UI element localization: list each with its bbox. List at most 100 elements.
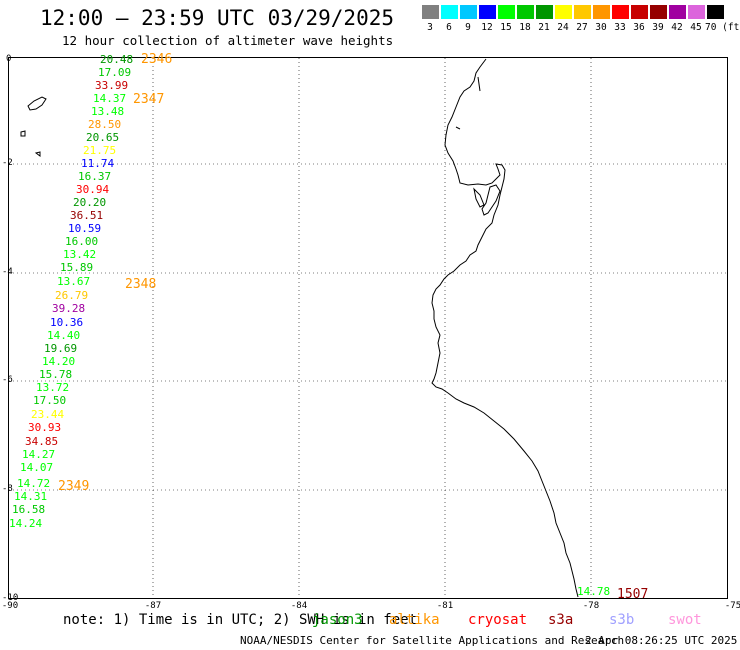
swh-observation: 14.31 <box>14 490 48 503</box>
swh-observation: 13.42 <box>63 248 97 261</box>
longitude-label: -84 <box>290 601 308 611</box>
color-swatch <box>650 5 667 19</box>
color-swatch <box>612 5 629 19</box>
latitude-label: -2 <box>2 158 13 168</box>
color-scale-label: 70 (ft) <box>704 22 740 33</box>
longitude-label: -75 <box>724 601 740 611</box>
color-swatch <box>479 5 496 19</box>
map-frame <box>8 57 728 599</box>
swh-observation: 14.78 <box>577 585 611 598</box>
generated-timestamp: 2 Apr 08:26:25 UTC 2025 <box>585 634 738 647</box>
color-scale-label: 45 <box>690 22 702 33</box>
swh-observation: 28.50 <box>88 118 122 131</box>
color-scale-label: 30 <box>595 22 607 33</box>
longitude-label: -78 <box>582 601 600 611</box>
swh-observation: 26.79 <box>55 289 89 302</box>
satellite-altika: altika <box>389 612 440 628</box>
map-plot <box>8 57 728 599</box>
swh-observation: 20.48 <box>100 53 134 66</box>
swh-observation: 15.78 <box>39 368 73 381</box>
color-scale-label: 33 <box>614 22 626 33</box>
page-title: 12:00 – 23:59 UTC 03/29/2025 <box>40 6 395 30</box>
swh-observation: 16.00 <box>65 235 99 248</box>
longitude-label: -81 <box>436 601 454 611</box>
satellite-jason3: jason3 <box>312 612 363 628</box>
longitude-label: -87 <box>144 601 162 611</box>
color-swatch <box>574 5 591 19</box>
color-scale-label: 27 <box>576 22 588 33</box>
latitude-label: 0 <box>6 54 12 64</box>
swh-observation: 13.48 <box>91 105 125 118</box>
swh-observation: 39.28 <box>52 302 86 315</box>
color-swatch <box>631 5 648 19</box>
swh-observation: 16.37 <box>78 170 112 183</box>
color-swatch <box>707 5 724 19</box>
color-swatch <box>498 5 515 19</box>
latitude-label: -4 <box>2 267 13 277</box>
swh-observation: 21.75 <box>83 144 117 157</box>
swh-observation: 10.36 <box>50 316 84 329</box>
color-scale-label: 15 <box>500 22 512 33</box>
color-scale-label: 36 <box>633 22 645 33</box>
latitude-label: -8 <box>2 484 13 494</box>
color-scale-label: 24 <box>557 22 569 33</box>
latitude-label: -10 <box>2 593 19 603</box>
swh-observation: 14.37 <box>93 92 127 105</box>
color-scale-label: 42 <box>671 22 683 33</box>
credit-text: NOAA/NESDIS Center for Satellite Applica… <box>240 634 625 647</box>
swh-observation: 13.67 <box>57 275 91 288</box>
swh-observation: 30.93 <box>28 421 62 434</box>
swh-observation: 14.24 <box>9 517 43 530</box>
color-swatch <box>555 5 572 19</box>
pass-number: 1507 <box>617 587 649 602</box>
river-mark <box>455 76 481 130</box>
island-outline <box>20 96 47 157</box>
footer-note: note: 1) Time is in UTC; 2) SWH is in fe… <box>63 612 418 628</box>
pass-number: 2348 <box>125 277 157 292</box>
swh-observation: 19.69 <box>44 342 78 355</box>
satellite-s3a: s3a <box>548 612 574 628</box>
swh-observation: 17.50 <box>33 394 67 407</box>
color-swatch <box>460 5 477 19</box>
longitude-label: -90 <box>1 601 19 611</box>
coastline <box>431 58 579 598</box>
swh-observation: 11.74 <box>81 157 115 170</box>
satellite-cryosat: cryosat <box>468 612 528 628</box>
swh-observation: 17.09 <box>98 66 132 79</box>
swh-observation: 14.27 <box>22 448 56 461</box>
color-swatch <box>688 5 705 19</box>
satellite-swot: swot <box>668 612 702 628</box>
color-scale-label: 18 <box>519 22 531 33</box>
swh-observation: 15.89 <box>60 261 94 274</box>
swh-observation: 14.72 <box>17 477 51 490</box>
pass-number: 2346 <box>141 52 173 67</box>
pass-number: 2347 <box>133 92 165 107</box>
swh-observation: 20.65 <box>86 131 120 144</box>
color-swatch <box>593 5 610 19</box>
color-swatch <box>422 5 439 19</box>
color-scale-label: 21 <box>538 22 550 33</box>
swh-observation: 14.40 <box>47 329 81 342</box>
color-scale-label: 6 <box>446 22 452 33</box>
swh-observation: 33.99 <box>95 79 129 92</box>
estuary-outline <box>473 184 501 216</box>
swh-observation: 20.20 <box>73 196 107 209</box>
swh-observation: 13.72 <box>36 381 70 394</box>
swh-observation: 16.58 <box>12 503 46 516</box>
color-scale-label: 3 <box>427 22 433 33</box>
latitude-label: -6 <box>2 375 13 385</box>
swh-observation: 14.07 <box>20 461 54 474</box>
color-scale-label: 9 <box>465 22 471 33</box>
color-swatch <box>517 5 534 19</box>
color-swatch <box>441 5 458 19</box>
swh-observation: 30.94 <box>76 183 110 196</box>
color-scale-label: 39 <box>652 22 664 33</box>
swh-observation: 14.20 <box>42 355 76 368</box>
color-swatch <box>536 5 553 19</box>
satellite-s3b: s3b <box>609 612 635 628</box>
swh-observation: 36.51 <box>70 209 104 222</box>
color-scale-label: 12 <box>481 22 493 33</box>
page-subtitle: 12 hour collection of altimeter wave hei… <box>62 33 394 48</box>
swh-observation: 10.59 <box>68 222 102 235</box>
swh-observation: 34.85 <box>25 435 59 448</box>
